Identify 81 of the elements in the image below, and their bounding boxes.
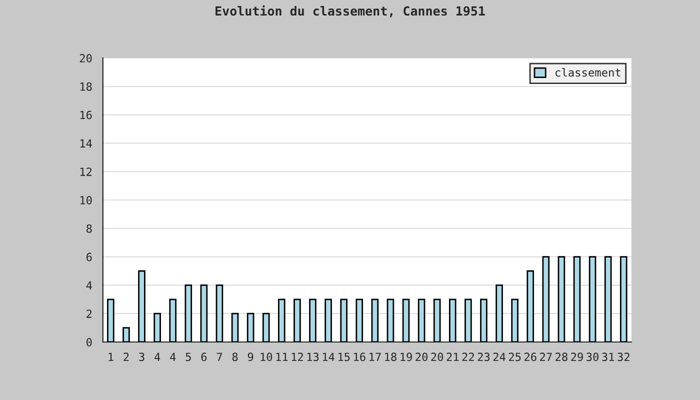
y-tick-label: 14: [80, 139, 92, 148]
x-tick-label: 32: [618, 352, 630, 362]
x-tick-label: 16: [354, 352, 366, 362]
x-tick-label: 10: [260, 352, 272, 362]
x-tick-label: 11: [276, 352, 288, 361]
bar: [340, 298, 348, 342]
y-tick-label: 8: [86, 224, 92, 233]
bar: [433, 298, 441, 342]
x-tick-label: 3: [139, 352, 144, 362]
x-tick-label: 14: [322, 352, 334, 361]
x-tick-label: 31: [602, 352, 614, 362]
bar: [184, 284, 192, 342]
x-tick-label: 13: [307, 352, 319, 362]
bar: [309, 298, 316, 342]
x-tick-label: 1: [108, 352, 114, 361]
bar: [169, 298, 176, 342]
bar: [154, 312, 161, 342]
x-tick-label: 29: [571, 352, 583, 362]
y-tick-label: 18: [80, 82, 92, 91]
bar: [573, 256, 581, 342]
y-tick-label: 16: [80, 110, 92, 120]
bar: [278, 298, 286, 342]
bar: [246, 312, 254, 342]
x-tick-label: 7: [216, 352, 222, 361]
y-tick-label: 4: [86, 281, 92, 290]
x-tick-label: 19: [400, 352, 412, 362]
bar: [418, 298, 426, 342]
x-tick-label: 25: [508, 352, 521, 362]
chart-title: Evolution du classement, Cannes 1951: [216, 5, 485, 18]
bar: [526, 270, 534, 342]
x-tick-label: 20: [431, 352, 444, 362]
x-tick-label: 26: [524, 352, 536, 362]
bar: [496, 284, 503, 342]
y-tick-label: 10: [80, 196, 92, 204]
y-tick-label: 6: [86, 252, 92, 262]
bar: [464, 298, 472, 342]
x-tick-label: 17: [370, 352, 381, 361]
x-tick-label: 28: [556, 352, 568, 362]
y-tick-label: 2: [86, 310, 92, 318]
bar: [542, 256, 550, 342]
x-tick-label: 21: [446, 352, 459, 361]
x-tick-label: 8: [232, 352, 238, 362]
x-tick-label: 4: [154, 352, 160, 361]
bar: [324, 298, 332, 342]
x-tick-label: 23: [478, 352, 490, 362]
x-tick-label: 22: [462, 352, 474, 361]
bar: [480, 298, 488, 342]
bar: [122, 327, 130, 342]
bar: [371, 298, 379, 342]
x-tick-label: 4: [170, 352, 176, 361]
bar: [107, 298, 114, 342]
bar: [262, 312, 270, 342]
x-tick-label: 15: [338, 352, 350, 362]
x-tick-label: 6: [201, 352, 207, 362]
bar: [511, 298, 518, 342]
bar: [620, 256, 628, 342]
bar: [200, 284, 208, 342]
bar: [231, 312, 239, 342]
x-tick-label: 9: [248, 352, 254, 362]
x-tick-label: 5: [186, 352, 191, 362]
bar: [216, 284, 224, 342]
x-tick-label: 18: [385, 352, 396, 362]
x-tick-label: 20: [416, 352, 428, 362]
bar: [588, 256, 596, 342]
x-tick-label: 2: [124, 352, 129, 361]
bar: [604, 256, 612, 342]
y-tick-label: 12: [80, 168, 92, 176]
bar: [138, 270, 146, 342]
x-tick-label: 30: [586, 352, 599, 362]
x-tick-label: 27: [540, 352, 552, 361]
x-tick-label: 24: [493, 352, 506, 361]
x-tick-label: 12: [292, 352, 303, 361]
bar: [402, 298, 410, 342]
bar: [558, 256, 566, 342]
bar: [356, 298, 364, 342]
bar: [448, 298, 456, 342]
y-tick-label: 20: [80, 54, 92, 62]
y-tick-label: 0: [86, 338, 92, 346]
legend-label: classement: [556, 68, 620, 77]
bar: [386, 298, 394, 342]
bar: [294, 298, 301, 342]
